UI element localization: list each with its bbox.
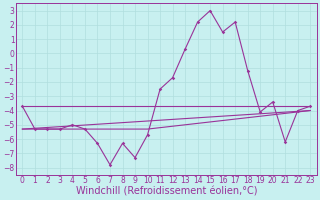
X-axis label: Windchill (Refroidissement éolien,°C): Windchill (Refroidissement éolien,°C) (76, 187, 257, 197)
